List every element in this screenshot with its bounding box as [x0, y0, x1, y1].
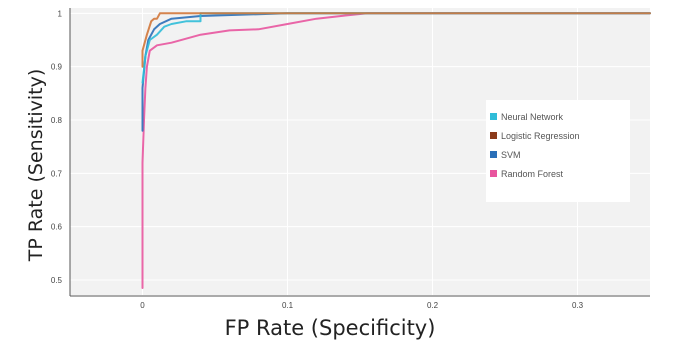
x-tick-label: 0: [140, 301, 145, 310]
x-tick-label: 0.3: [572, 301, 584, 310]
y-tick-label: 0.5: [51, 276, 63, 285]
y-tick-label: 0.6: [51, 223, 63, 232]
y-tick-label: 0.7: [51, 169, 63, 178]
legend-label: SVM: [501, 150, 521, 160]
legend-swatch: [490, 170, 497, 177]
legend-label: Random Forest: [501, 169, 564, 179]
legend-swatch: [490, 151, 497, 158]
x-tick-label: 0.2: [427, 301, 439, 310]
y-tick-label: 0.9: [51, 63, 63, 72]
x-tick-label: 0.1: [282, 301, 294, 310]
series-line-logistic-regression: [141, 12, 651, 68]
y-axis-title: TP Rate (Sensitivity): [25, 69, 47, 262]
legend-swatch: [490, 113, 497, 120]
legend-swatch: [490, 132, 497, 139]
legend-label: Logistic Regression: [501, 131, 580, 141]
legend-label: Neural Network: [501, 112, 564, 122]
y-tick-labels: 0.5 0.6 0.7 0.8 0.9 1: [51, 9, 63, 285]
axes: [69, 8, 650, 297]
legend-box: [486, 100, 630, 202]
x-axis-title: FP Rate (Specificity): [225, 316, 436, 340]
series-lines: [141, 12, 651, 289]
legend: Neural Network Logistic Regression SVM Rand…: [486, 100, 630, 202]
y-tick-label: 1: [58, 9, 63, 18]
y-tick-label: 0.8: [51, 116, 63, 125]
x-tick-labels: 0 0.1 0.2 0.3: [140, 301, 583, 310]
